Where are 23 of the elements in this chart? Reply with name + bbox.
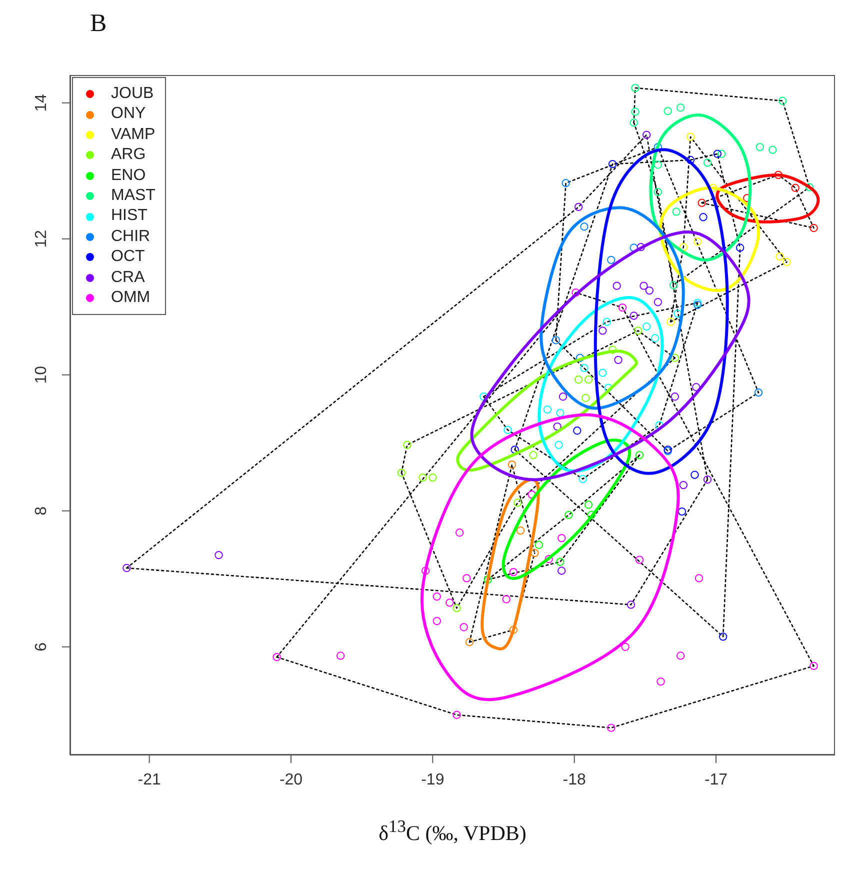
y-tick-label: 14 [33, 94, 50, 112]
legend-label: OMM [111, 288, 150, 308]
y-tick-label: 10 [33, 366, 50, 384]
chart-title: B [90, 10, 107, 38]
legend-label: ARG [111, 145, 146, 166]
x-tick-label: -17 [704, 771, 728, 788]
x-axis-title: δ$^{13}$C (‰, VPDB) [378, 816, 528, 846]
legend-label: CRA [111, 268, 145, 288]
legend-label: HIST [111, 206, 148, 226]
legend-label: JOUB [111, 84, 154, 104]
legend-label: OCT [111, 247, 145, 268]
y-tick-label: 6 [33, 642, 50, 652]
legend-label: MAST [111, 186, 156, 206]
legend-label: ENO [111, 166, 146, 186]
legend-label: CHIR [111, 226, 150, 247]
y-tick-label: 8 [33, 506, 50, 516]
y-tick-label: 12 [33, 230, 50, 248]
x-tick-label: -19 [421, 771, 444, 788]
legend-label: ONY [111, 104, 146, 124]
x-tick-label: -21 [138, 771, 161, 788]
x-tick-label: -18 [562, 771, 586, 788]
x-tick-label: -20 [279, 771, 303, 788]
legend-label: VAMP [111, 124, 156, 145]
